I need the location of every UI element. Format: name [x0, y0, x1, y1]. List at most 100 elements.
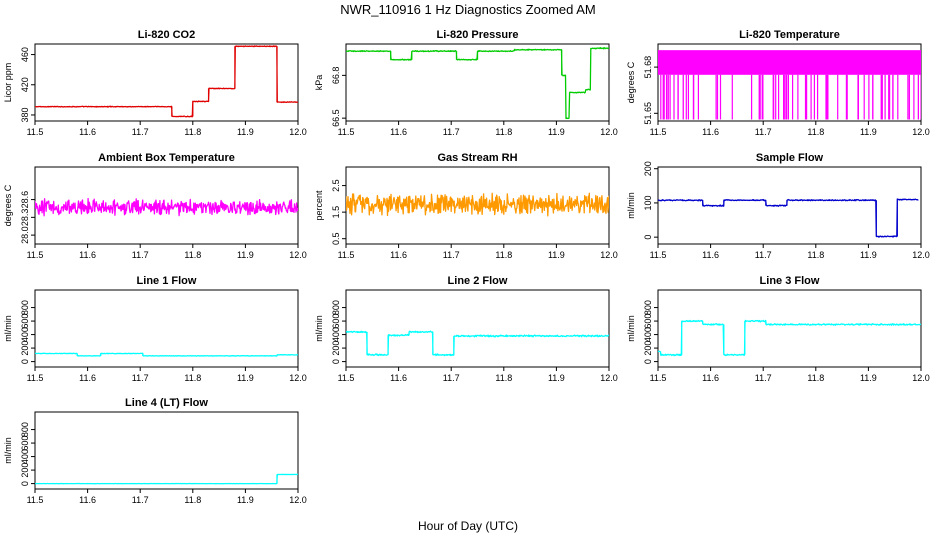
- y-tick-label: 0: [20, 359, 30, 364]
- x-tick-label: 12.0: [600, 250, 618, 260]
- x-tick-label: 11.9: [548, 127, 565, 137]
- series-line: [35, 473, 298, 485]
- y-tick-label: 28.0: [20, 226, 30, 244]
- x-tick-label: 11.6: [79, 250, 96, 260]
- x-tick-label: 12.0: [289, 250, 307, 260]
- x-tick-label: 11.7: [132, 127, 149, 137]
- y-tick-label: 0.5: [331, 232, 341, 245]
- x-tick-label: 11.8: [184, 250, 201, 260]
- x-tick-label: 11.9: [860, 373, 877, 383]
- x-tick-label: 11.6: [79, 127, 96, 137]
- y-tick-label: 200: [20, 463, 30, 478]
- panel-title: Gas Stream RH: [437, 152, 517, 164]
- y-axis-label: kPa: [314, 75, 324, 91]
- plot-frame: [657, 166, 922, 245]
- x-tick-label: 12.0: [912, 127, 930, 137]
- x-tick-label: 11.9: [237, 495, 254, 505]
- x-tick-label: 11.8: [495, 250, 512, 260]
- y-axis-label: ml/min: [3, 437, 13, 464]
- x-tick-label: 12.0: [912, 373, 930, 383]
- y-tick-label: 400: [20, 327, 30, 342]
- y-tick-label: 0: [20, 481, 30, 486]
- panel-title: Line 4 (LT) Flow: [125, 397, 208, 409]
- series-line: [35, 352, 298, 357]
- x-tick-label: 12.0: [289, 127, 307, 137]
- panel-title: Li-820 CO2: [138, 29, 195, 41]
- x-tick-label: 11.9: [548, 250, 565, 260]
- panel-li-820-pressure: Li-820 Pressure 11.5 11.6 11.7 11.8 11.9 12.0 6…: [314, 29, 618, 137]
- x-tick-label: 12.0: [600, 127, 618, 137]
- panel-sample-flow: Sample Flow 11.5 11.6 11.7 11.8 11.9 12.0 0 100 2…: [626, 152, 930, 260]
- series-line: [346, 192, 609, 217]
- x-tick-label: 11.6: [79, 373, 96, 383]
- y-tick-label: 0: [331, 359, 341, 364]
- x-tick-label: 12.0: [289, 373, 307, 383]
- y-axis-label: Licor ppm: [3, 63, 13, 103]
- panel-title: Line 1 Flow: [137, 275, 197, 287]
- y-tick-label: 380: [20, 107, 30, 122]
- panel-title: Li-820 Temperature: [739, 29, 840, 41]
- y-tick-label: 1.5: [331, 206, 341, 219]
- data-area: [346, 47, 609, 120]
- x-tick-label: 11.6: [390, 250, 407, 260]
- y-tick-label: 800: [643, 300, 653, 315]
- x-tick-label: 11.8: [807, 127, 824, 137]
- figure-title: NWR_110916 1 Hz Diagnostics Zoomed AM: [340, 2, 596, 17]
- x-tick-label: 12.0: [912, 250, 930, 260]
- series-line: [346, 330, 609, 357]
- x-tick-label: 11.6: [702, 373, 719, 383]
- y-tick-label: 420: [20, 77, 30, 92]
- y-tick-label: 600: [20, 436, 30, 451]
- panel-ambient-box-temperature: Ambient Box Temperature 11.5 11.6 11.7 11.8 1…: [3, 152, 307, 260]
- x-tick-label: 11.7: [132, 250, 149, 260]
- data-area: [346, 192, 609, 217]
- data-area: [35, 197, 298, 217]
- plot-frame: [34, 43, 299, 122]
- x-tick-label: 11.7: [443, 127, 460, 137]
- panel-line-3-flow: Line 3 Flow 11.5 11.6 11.7 11.8 11.9 12.0 0 2004…: [626, 275, 930, 383]
- panel-gas-stream-rh: Gas Stream RH 11.5 11.6 11.7 11.8 11.9 12.0 0.5…: [314, 152, 618, 260]
- y-axis-label: ml/min: [626, 192, 636, 219]
- x-tick-label: 11.6: [702, 250, 719, 260]
- series-line: [35, 197, 298, 217]
- y-axis-label: ml/min: [314, 315, 324, 342]
- data-area: [346, 330, 609, 357]
- series-line: [658, 319, 921, 357]
- series-line: [346, 47, 609, 120]
- data-area: [658, 319, 921, 357]
- y-tick-label: 28.6: [20, 191, 30, 209]
- y-tick-label: 100: [643, 195, 653, 210]
- plot-frame: [657, 289, 922, 368]
- y-tick-label: 800: [20, 422, 30, 437]
- y-axis-label: degrees C: [3, 184, 13, 226]
- x-tick-label: 11.9: [548, 373, 565, 383]
- x-tick-label: 11.5: [650, 250, 667, 260]
- panel-line-2-flow: Line 2 Flow 11.5 11.6 11.7 11.8 11.9 12.0 0 2004…: [314, 275, 618, 383]
- x-tick-label: 11.7: [755, 127, 772, 137]
- series-spikes: [660, 74, 921, 120]
- y-tick-label: 800: [331, 300, 341, 315]
- plot-frame: [34, 289, 299, 368]
- x-tick-label: 11.5: [27, 495, 44, 505]
- x-tick-label: 11.7: [443, 373, 460, 383]
- x-tick-label: 11.7: [755, 373, 772, 383]
- x-tick-label: 11.5: [338, 127, 355, 137]
- x-tick-label: 11.8: [184, 373, 201, 383]
- x-tick-label: 11.6: [390, 127, 407, 137]
- data-area: [658, 198, 919, 238]
- panel-li-820-temperature: Li-820 Temperature 11.5 11.6 11.7 11.8 11.9 12…: [626, 29, 930, 137]
- y-tick-label: 66.5: [331, 109, 341, 127]
- y-tick-label: 600: [20, 314, 30, 329]
- series-line: [658, 50, 921, 75]
- x-tick-label: 11.9: [237, 373, 254, 383]
- panel-li-820-co2: Li-820 CO2 11.5 11.6 11.7 11.8 11.9 12.0 380 420…: [3, 29, 307, 137]
- x-tick-label: 11.5: [27, 127, 44, 137]
- y-tick-label: 600: [643, 314, 653, 329]
- y-axis-label: ml/min: [626, 315, 636, 342]
- y-tick-label: 200: [643, 341, 653, 356]
- data-area: [35, 352, 298, 357]
- x-tick-label: 11.5: [650, 373, 667, 383]
- y-tick-label: 400: [20, 449, 30, 464]
- y-axis-label: degrees C: [626, 61, 636, 103]
- x-tick-label: 11.8: [807, 250, 824, 260]
